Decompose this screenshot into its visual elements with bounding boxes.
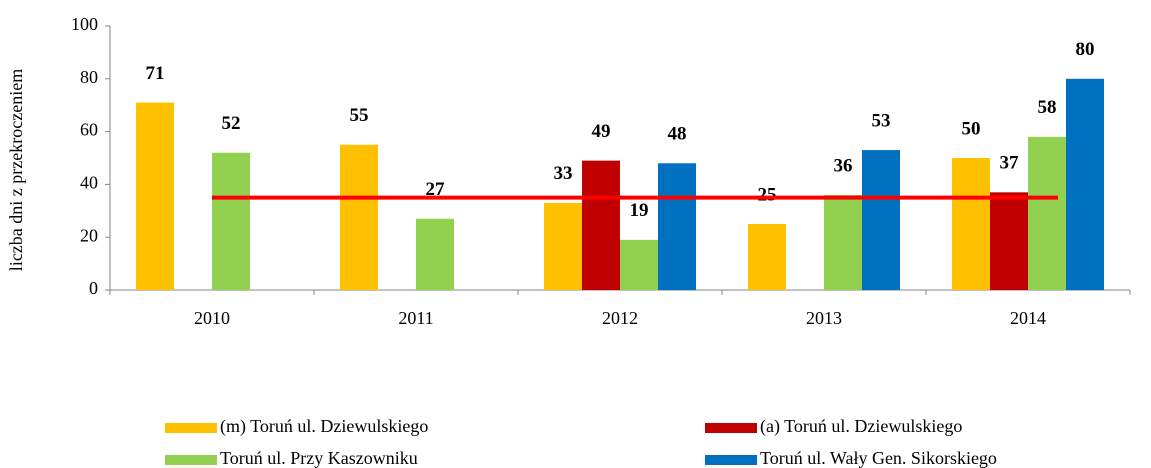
x-tick-label: 2013 (806, 308, 842, 328)
bar (582, 160, 620, 290)
y-tick-label: 60 (80, 120, 98, 140)
legend-label: (a) Toruń ul. Dziewulskiego (760, 416, 962, 437)
bar (1066, 78, 1104, 290)
value-label: 37 (1000, 153, 1020, 174)
bar (136, 102, 174, 290)
x-tick-label: 2012 (602, 308, 638, 328)
bar (824, 194, 862, 290)
y-tick-label: 40 (80, 173, 98, 193)
legend-label: Toruń ul. Przy Kaszowniku (220, 448, 418, 468)
bar (990, 192, 1028, 290)
y-tick-label: 100 (71, 14, 98, 34)
x-tick-label: 2011 (398, 308, 433, 328)
legend-swatch (705, 423, 757, 433)
bar (544, 202, 582, 290)
y-tick-label: 20 (80, 225, 98, 245)
bar (212, 152, 250, 290)
value-label: 49 (592, 121, 611, 142)
y-tick-label: 0 (89, 278, 98, 298)
value-label: 36 (834, 155, 853, 176)
y-axis-title: liczba dni z przekroczeniem (6, 69, 26, 271)
legend-label: (m) Toruń ul. Dziewulskiego (220, 416, 428, 437)
legend-swatch (705, 455, 757, 465)
value-label: 58 (1038, 97, 1057, 118)
value-label: 25 (758, 184, 777, 205)
legend-label: Toruń ul. Wały Gen. Sikorskiego (760, 448, 997, 468)
x-tick-label: 2014 (1010, 308, 1046, 328)
bar (416, 218, 454, 290)
value-label: 80 (1076, 39, 1095, 60)
legend-swatch (165, 455, 217, 465)
legend-swatch (165, 423, 217, 433)
bar (340, 144, 378, 290)
bar (748, 224, 786, 290)
value-label: 52 (222, 113, 241, 134)
bar (620, 239, 658, 290)
x-tick-label: 2010 (194, 308, 230, 328)
value-label: 71 (146, 63, 165, 84)
value-label: 55 (350, 105, 369, 126)
value-label: 33 (554, 163, 573, 184)
bar (862, 150, 900, 290)
y-tick-label: 80 (80, 67, 98, 87)
bar (658, 163, 696, 290)
value-label: 48 (668, 124, 687, 145)
value-label: 19 (630, 200, 649, 221)
value-label: 50 (962, 118, 981, 139)
value-label: 27 (426, 179, 446, 200)
value-label: 53 (872, 110, 891, 131)
bar (952, 158, 990, 290)
bar (1028, 136, 1066, 290)
